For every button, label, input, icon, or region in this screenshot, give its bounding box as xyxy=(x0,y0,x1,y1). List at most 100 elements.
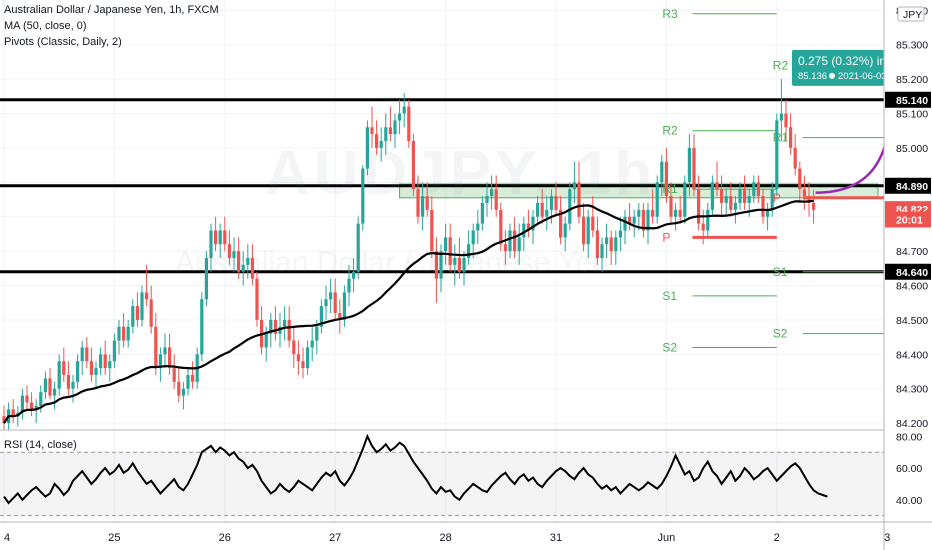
candle xyxy=(145,264,149,307)
candle-body xyxy=(632,216,636,224)
candle-body xyxy=(214,230,218,245)
candle xyxy=(181,381,185,410)
candle-body xyxy=(283,319,287,327)
currency-badge[interactable]: JPY xyxy=(897,6,925,22)
candle-body xyxy=(393,120,397,135)
candle-body xyxy=(738,189,742,203)
candle-body xyxy=(342,292,346,320)
candle-body xyxy=(444,237,448,252)
price-badge-box xyxy=(885,263,931,280)
candle-body xyxy=(329,292,333,300)
measure-sub-price: 85.136 xyxy=(798,71,827,82)
candle-body xyxy=(775,120,779,190)
measure-box[interactable] xyxy=(792,49,884,86)
price-axis[interactable]: 85.40085.30085.20085.10085.00084.90084.8… xyxy=(883,0,932,550)
candle-body xyxy=(614,237,618,252)
candle xyxy=(448,223,452,272)
candle xyxy=(572,161,576,203)
candle-body xyxy=(508,230,512,252)
candle-body xyxy=(186,374,190,389)
candle-body xyxy=(770,189,774,210)
pivots-legend[interactable]: Pivots (Classic, Daily, 2) xyxy=(4,36,122,48)
candle-body xyxy=(457,258,461,272)
candle-body xyxy=(287,319,291,341)
candle-body xyxy=(375,134,379,148)
candle xyxy=(503,230,507,265)
candle-body xyxy=(126,326,130,341)
candle xyxy=(34,399,38,424)
candle xyxy=(766,202,770,231)
pivot-label-s2: S2 xyxy=(662,340,677,354)
candle-body xyxy=(255,278,259,320)
pivot-label-r1: R1 xyxy=(662,182,678,196)
candle-body xyxy=(421,196,425,217)
candle xyxy=(292,326,296,369)
candle xyxy=(710,175,714,217)
candle xyxy=(779,79,783,142)
candle xyxy=(57,354,61,396)
candle-body xyxy=(540,202,544,217)
candle-body xyxy=(490,189,494,197)
candle xyxy=(706,202,710,238)
candle-body xyxy=(2,416,6,424)
candle xyxy=(218,223,222,258)
candle-body xyxy=(20,395,24,413)
candle-body xyxy=(158,354,162,369)
candle xyxy=(108,354,112,382)
measure-main-text: 0.275 (0.32%) in 1 xyxy=(798,54,896,68)
candle xyxy=(94,361,98,389)
candle xyxy=(526,209,530,238)
ma-line xyxy=(3,199,814,424)
candle xyxy=(20,388,24,420)
time-tick-label: 3 xyxy=(884,532,890,544)
candle xyxy=(112,333,116,369)
candle xyxy=(122,313,126,348)
ma-legend[interactable]: MA (50, close, 0) xyxy=(4,20,87,32)
clock-icon xyxy=(829,72,835,79)
candle xyxy=(319,299,323,334)
candle-body xyxy=(545,209,549,217)
candle xyxy=(398,99,402,135)
pivot-label-s2: S2 xyxy=(773,327,788,341)
candle-body xyxy=(411,141,415,190)
candle-body xyxy=(563,223,567,238)
candle-body xyxy=(669,196,673,217)
candle xyxy=(223,216,227,252)
candle-body xyxy=(384,127,388,142)
time-axis[interactable]: 4 25 26 27 28 31 Jun 2 3 xyxy=(0,521,932,544)
price-badge-box xyxy=(885,211,931,228)
candle-body xyxy=(683,182,687,217)
candle-body xyxy=(605,237,609,245)
candle-body xyxy=(57,361,61,389)
candle-body xyxy=(154,326,158,369)
symbol-legend[interactable]: Australian Dollar / Japanese Yen, 1h, FX… xyxy=(4,4,219,16)
candle xyxy=(48,368,52,400)
candle xyxy=(568,182,572,231)
candle xyxy=(80,340,84,375)
candle-body xyxy=(168,347,172,369)
rsi-pane xyxy=(0,429,932,517)
candle xyxy=(545,196,549,231)
candle xyxy=(296,340,300,375)
candle-body xyxy=(292,340,296,355)
price-tick-label: 85.300 xyxy=(896,40,928,52)
candle xyxy=(356,216,360,279)
candle xyxy=(140,285,144,327)
candle xyxy=(126,319,130,348)
candle xyxy=(375,120,379,155)
rsi-legend[interactable]: RSI (14, close) xyxy=(4,439,77,451)
candle-body xyxy=(191,374,195,382)
candle xyxy=(250,244,254,286)
candle-body xyxy=(697,189,701,224)
candle xyxy=(752,175,756,203)
candle xyxy=(664,147,668,203)
candle xyxy=(784,99,788,142)
pivot-label-p: P xyxy=(662,230,670,244)
candle xyxy=(646,202,650,245)
candle xyxy=(365,120,369,176)
candle-body xyxy=(522,223,526,238)
candle xyxy=(637,202,641,231)
price-badge-box xyxy=(885,177,931,194)
candle xyxy=(62,347,66,382)
